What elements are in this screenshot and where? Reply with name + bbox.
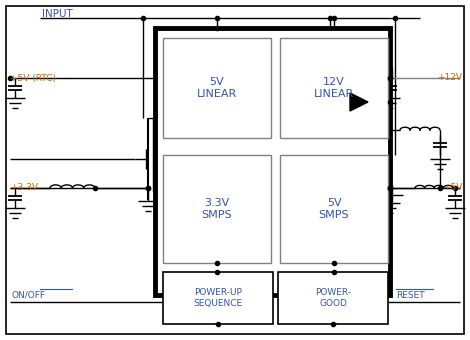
Text: POWER-
GOOD: POWER- GOOD bbox=[315, 288, 351, 308]
Text: +5V (RTC): +5V (RTC) bbox=[10, 73, 56, 83]
Polygon shape bbox=[350, 93, 368, 111]
Text: +5V: +5V bbox=[443, 184, 462, 192]
Bar bbox=[280, 155, 388, 263]
Bar bbox=[163, 155, 271, 263]
Text: INPUT: INPUT bbox=[42, 9, 73, 19]
Text: 5V
LINEAR: 5V LINEAR bbox=[197, 77, 237, 99]
Bar bbox=[155, 28, 390, 295]
Text: 3.3V
SMPS: 3.3V SMPS bbox=[202, 198, 232, 220]
Text: 5V
SMPS: 5V SMPS bbox=[319, 198, 349, 220]
Text: POWER-UP
SEQUENCE: POWER-UP SEQUENCE bbox=[194, 288, 243, 308]
Text: +12V: +12V bbox=[437, 73, 462, 83]
Bar bbox=[278, 272, 388, 324]
Text: RESET: RESET bbox=[396, 290, 424, 300]
Text: ON/OFF: ON/OFF bbox=[12, 290, 46, 300]
Bar bbox=[280, 38, 388, 138]
Text: 12V
LINEAR: 12V LINEAR bbox=[314, 77, 354, 99]
Bar bbox=[163, 38, 271, 138]
Bar bbox=[163, 272, 273, 324]
Text: +3.3V: +3.3V bbox=[10, 184, 38, 192]
